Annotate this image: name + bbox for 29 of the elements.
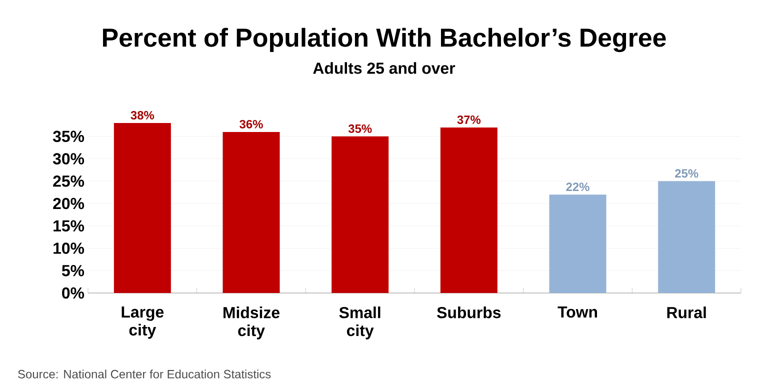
x-tick-label: Rural	[667, 306, 706, 318]
bar	[332, 136, 389, 293]
chart-subtitle: Adults 25 and over	[313, 62, 456, 74]
data-label: 22%	[566, 182, 590, 192]
y-tick-label: 5%	[62, 265, 84, 276]
x-tick-label: Town	[558, 306, 597, 318]
y-tick-label: 15%	[54, 220, 84, 232]
y-tick-label: 30%	[52, 153, 84, 164]
x-tick-label: Small city	[339, 306, 380, 340]
data-label: 37%	[457, 115, 481, 124]
y-tick-label: 20%	[53, 198, 84, 210]
x-tick-label: Suburbs	[437, 306, 501, 318]
bar	[222, 132, 280, 293]
chart-title: Percent of Population With Bachelor’s Degree	[103, 28, 666, 52]
y-tick-label: 35%	[52, 130, 84, 142]
data-label: 35%	[348, 124, 372, 133]
data-label: 25%	[675, 169, 698, 178]
bar	[549, 194, 606, 293]
y-tick-label: 0%	[62, 287, 84, 299]
data-label: 36%	[240, 120, 263, 128]
y-tick-label: 25%	[53, 176, 84, 187]
bar	[658, 181, 716, 293]
x-tick-label: Large city	[122, 306, 164, 339]
bar	[440, 127, 498, 293]
y-tick-label: 10%	[54, 242, 84, 254]
x-tick-label: Midsize city	[224, 306, 280, 340]
data-label: 38%	[130, 111, 154, 120]
bar	[114, 123, 171, 293]
source-note: Source: National Center for Education Statistics	[18, 370, 271, 378]
